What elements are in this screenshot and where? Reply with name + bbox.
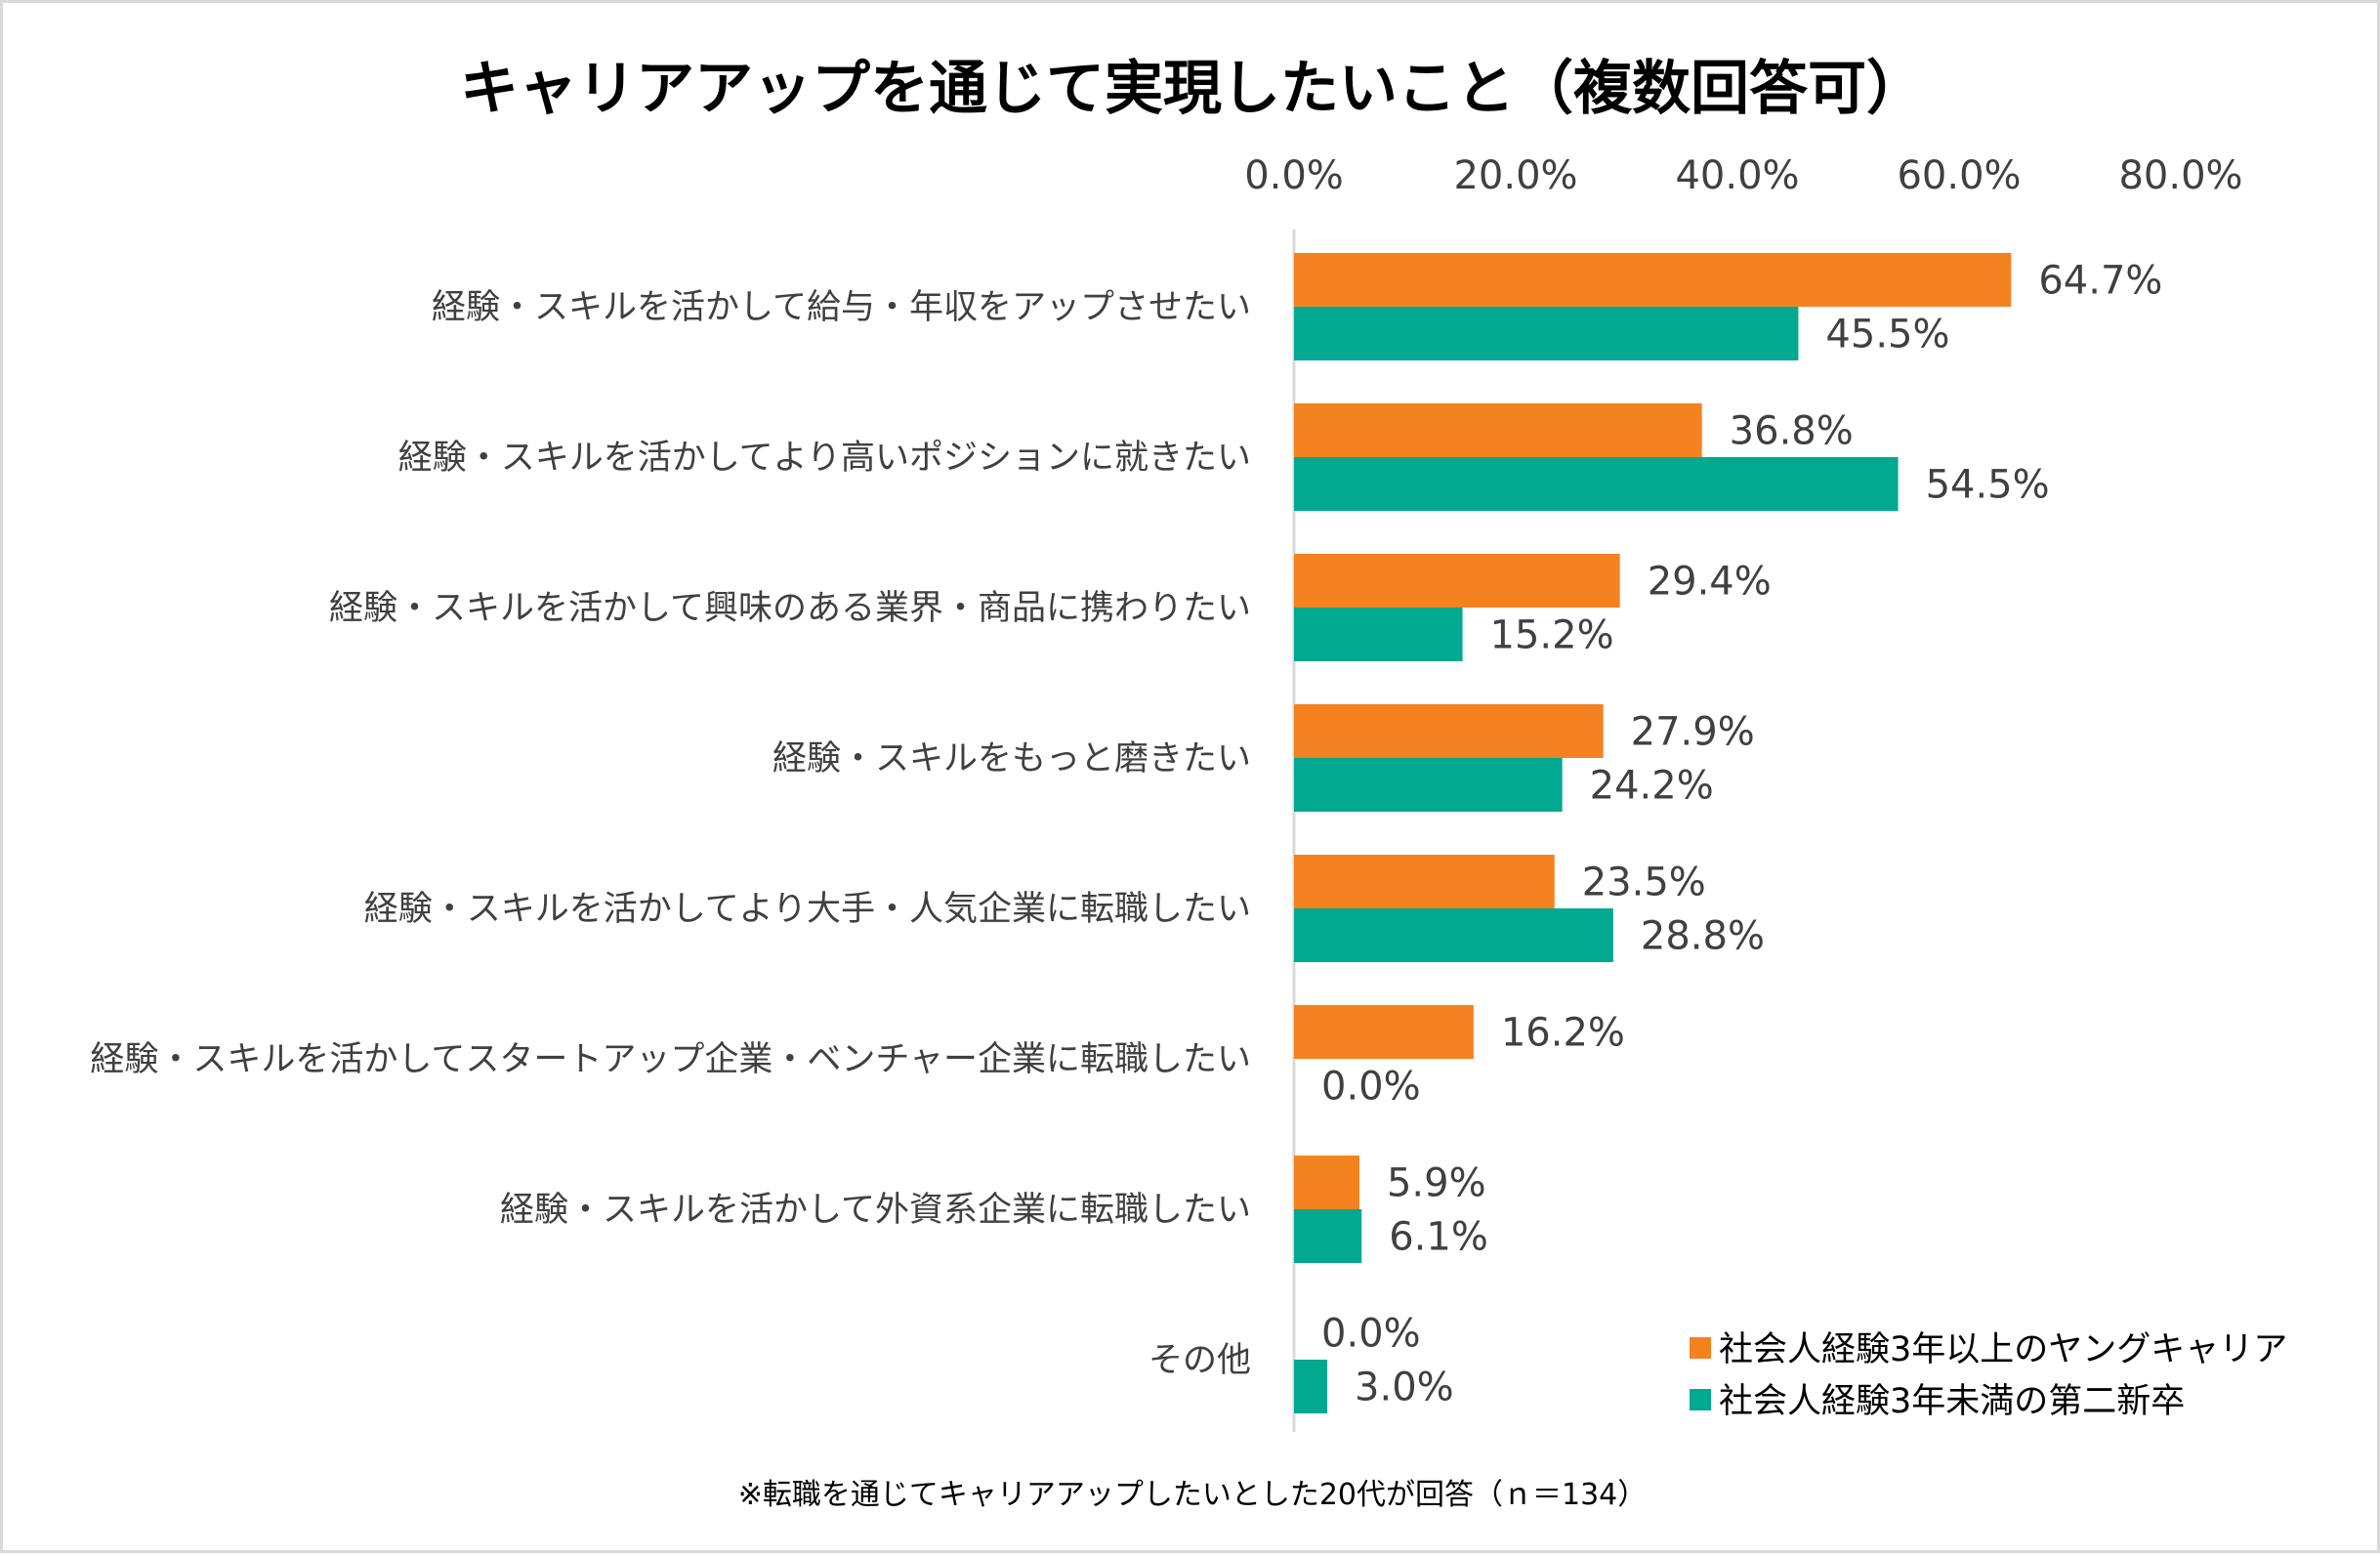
bar-second-new-grad xyxy=(1294,758,1563,812)
data-label: 3.0% xyxy=(1355,1366,1454,1410)
data-label: 64.7% xyxy=(2038,259,2162,304)
data-label: 24.2% xyxy=(1590,764,1714,809)
x-tick-label: 40.0% xyxy=(1675,153,1799,198)
x-tick-label: 0.0% xyxy=(1244,153,1344,198)
bar-second-new-grad xyxy=(1294,1209,1362,1263)
category-label: 経験・スキルを活かして興味のある業界・商品に携わりたい xyxy=(329,589,1251,628)
data-label: 5.9% xyxy=(1387,1161,1486,1206)
footnote: ※転職を通じてキャリアアップしたいとした20代が回答（ｎ＝134） xyxy=(738,1478,1648,1512)
bar-young-career xyxy=(1294,403,1702,457)
category-label: その他 xyxy=(1148,1341,1251,1380)
category-label: 経験・スキルを活かしてスタートアップ企業・ベンチャー企業に転職したい xyxy=(90,1040,1251,1079)
x-axis-ticks: 0.0% 20.0% 40.0% 60.0% 80.0% xyxy=(1244,153,2242,198)
category-labels: 経験・スキルを活かして給与・年収をアップさせたい経験・スキルを活かしてより高いポ… xyxy=(90,288,1251,1380)
category-label: 経験・スキルを活かしてより大手・人気企業に転職したい xyxy=(364,890,1251,929)
x-tick-label: 60.0% xyxy=(1897,153,2021,198)
bar-second-new-grad xyxy=(1294,1360,1328,1413)
bar-young-career xyxy=(1294,554,1620,608)
legend-swatch-orange xyxy=(1690,1337,1711,1359)
data-label: 36.8% xyxy=(1730,409,1854,454)
bar-young-career xyxy=(1294,1156,1359,1209)
data-label: 0.0% xyxy=(1321,1312,1421,1357)
category-label: 経験・スキルを活かして給与・年収をアップさせたい xyxy=(432,288,1251,327)
bar-second-new-grad xyxy=(1294,307,1799,360)
data-label: 0.0% xyxy=(1321,1065,1421,1110)
bar-chart: キャリアアップを通じて実現したいこと（複数回答可） 0.0% 20.0% 40.0%… xyxy=(90,55,2287,1512)
data-label: 27.9% xyxy=(1631,710,1755,755)
bar-second-new-grad xyxy=(1294,608,1463,661)
category-label: 経験・スキルを活かして外資系企業に転職したい xyxy=(500,1191,1251,1230)
data-label: 6.1% xyxy=(1389,1215,1488,1260)
data-label: 29.4% xyxy=(1648,560,1772,605)
category-label: 経験・スキルを活かしてより高いポジションに就きたい xyxy=(398,439,1251,478)
x-tick-label: 20.0% xyxy=(1453,153,1577,198)
data-label: 28.8% xyxy=(1641,914,1765,959)
data-label: 54.5% xyxy=(1926,463,2050,508)
legend-label: 社会人経験3年未満の第二新卒 xyxy=(1719,1382,2185,1421)
data-label: 23.5% xyxy=(1582,861,1706,905)
bars xyxy=(1294,253,2012,1413)
category-label: 経験・スキルをもっと磨きたい xyxy=(772,739,1251,778)
chart-title: キャリアアップを通じて実現したいこと（複数回答可） xyxy=(460,55,1925,123)
legend-label: 社会人経験3年以上のヤングキャリア xyxy=(1719,1330,2287,1369)
data-label: 16.2% xyxy=(1501,1011,1625,1056)
bar-second-new-grad xyxy=(1294,908,1613,962)
bar-young-career xyxy=(1294,253,2012,307)
bar-second-new-grad xyxy=(1294,457,1899,511)
data-labels: 64.7% 45.5% 36.8% 54.5% 29.4% 15.2% 27.9% 24.2%… xyxy=(1321,259,2162,1410)
data-label: 45.5% xyxy=(1825,313,1949,357)
x-tick-label: 80.0% xyxy=(2118,153,2242,198)
bar-young-career xyxy=(1294,1005,1474,1059)
data-label: 15.2% xyxy=(1490,613,1614,658)
legend-swatch-teal xyxy=(1690,1389,1711,1410)
bar-young-career xyxy=(1294,855,1555,908)
bar-young-career xyxy=(1294,704,1604,758)
